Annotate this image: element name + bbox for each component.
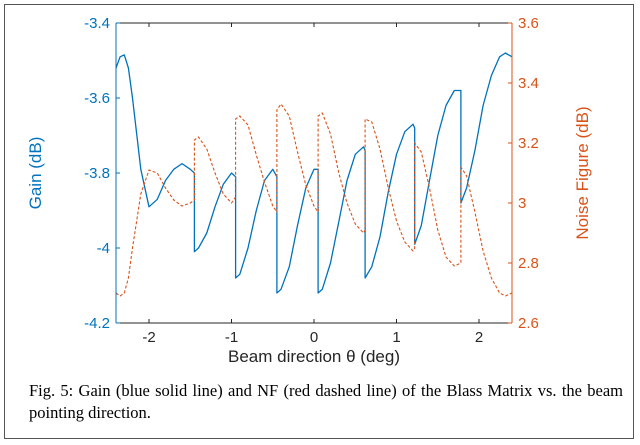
right-tick-label: 2.6 <box>518 315 539 332</box>
x-tick-label: 0 <box>310 329 318 346</box>
right-tick-label: 3.2 <box>518 135 539 152</box>
gain-series-line <box>115 52 513 294</box>
x-tick-label: -1 <box>225 329 238 346</box>
x-axis-label: Beam direction θ (deg) <box>228 347 400 366</box>
left-tick-label: -3.6 <box>84 90 110 107</box>
right-tick-label: 2.8 <box>518 255 539 272</box>
nf-series-line <box>115 103 513 297</box>
left-tick-label: -4 <box>97 240 110 257</box>
left-tick-label: -3.4 <box>84 15 110 32</box>
x-tick-label: -2 <box>142 329 155 346</box>
figure-frame: -2 -1 0 1 2 -4.2 -4 -3.8 -3.6 -3.4 2.6 2.8 3 3.2 3.4 3.… <box>4 4 634 439</box>
left-tick-label: -3.8 <box>84 165 110 182</box>
right-tick-label: 3.4 <box>518 75 539 92</box>
right-axis-label: Noise Figure (dB) <box>573 106 592 239</box>
right-tick-label: 3 <box>518 195 526 212</box>
left-axis-label: Gain (dB) <box>26 137 45 210</box>
right-tick-label: 3.6 <box>518 15 539 32</box>
x-tick-label: 2 <box>475 329 483 346</box>
left-tick-label: -4.2 <box>84 315 110 332</box>
x-tick-label: 1 <box>392 329 400 346</box>
gain-nf-chart: -2 -1 0 1 2 -4.2 -4 -3.8 -3.6 -3.4 2.6 2.8 3 3.2 3.4 3.… <box>26 15 592 366</box>
figure-caption: Fig. 5: Gain (blue solid line) and NF (r… <box>29 381 623 422</box>
